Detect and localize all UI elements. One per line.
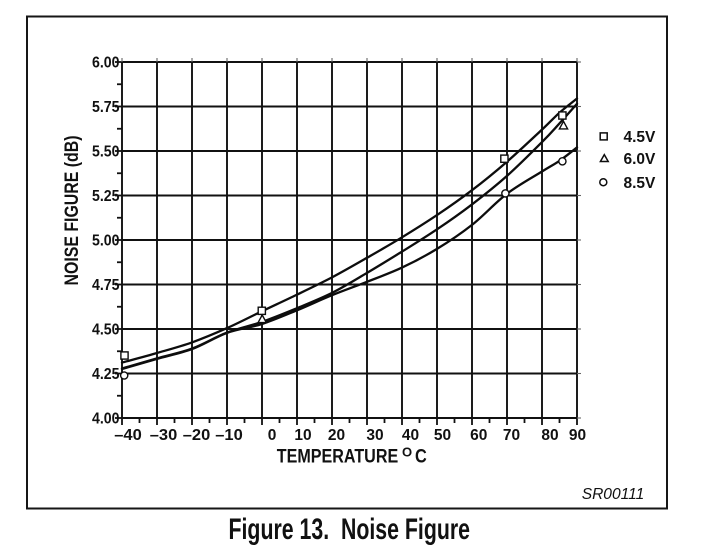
svg-text:80: 80	[541, 427, 558, 444]
svg-text:–20: –20	[183, 427, 211, 444]
svg-text:40: 40	[402, 427, 419, 444]
svg-text:4.25: 4.25	[92, 366, 120, 383]
svg-text:5.75: 5.75	[92, 99, 120, 116]
svg-text:6.0V: 6.0V	[624, 151, 657, 168]
svg-text:5.00: 5.00	[92, 233, 120, 250]
svg-text:TEMPERATURE: TEMPERATURE	[277, 446, 398, 467]
svg-text:10: 10	[294, 427, 311, 444]
svg-text:–40: –40	[114, 427, 142, 444]
svg-text:30: 30	[366, 427, 383, 444]
svg-text:4.50: 4.50	[92, 322, 120, 339]
svg-text:4.75: 4.75	[92, 277, 120, 294]
svg-text:70: 70	[503, 427, 520, 444]
svg-text:6.00: 6.00	[92, 55, 120, 72]
svg-text:–30: –30	[150, 427, 178, 444]
svg-text:60: 60	[470, 427, 487, 444]
svg-text:NOISE FIGURE (dB): NOISE FIGURE (dB)	[62, 136, 83, 286]
svg-text:–10: –10	[215, 427, 243, 444]
svg-text:5.50: 5.50	[92, 144, 120, 161]
svg-text:O: O	[402, 445, 412, 460]
svg-text:0: 0	[268, 427, 277, 444]
svg-text:4.5V: 4.5V	[624, 129, 657, 146]
svg-text:SR00111: SR00111	[582, 486, 645, 503]
svg-text:50: 50	[434, 427, 451, 444]
svg-text:20: 20	[328, 427, 345, 444]
svg-text:8.5V: 8.5V	[624, 175, 657, 192]
svg-text:5.25: 5.25	[92, 188, 120, 205]
svg-text:4.00: 4.00	[92, 411, 120, 428]
svg-text:90: 90	[569, 427, 586, 444]
svg-text:Figure 13. Noise Figure: Figure 13. Noise Figure	[229, 513, 471, 546]
svg-text:C: C	[415, 446, 427, 467]
